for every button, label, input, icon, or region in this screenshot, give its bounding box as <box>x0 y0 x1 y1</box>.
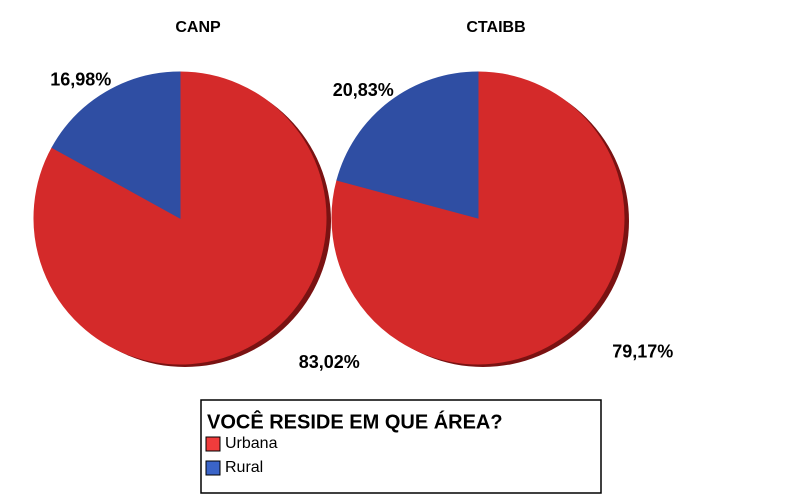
pie-slice <box>51 71 181 219</box>
legend-swatch <box>205 460 221 476</box>
value-label: 83,02% <box>299 352 360 372</box>
value-label: 79,17% <box>612 342 673 362</box>
value-label: 20,83% <box>333 80 394 100</box>
legend-swatch <box>205 436 221 452</box>
chart-title: CTAIBB <box>466 19 525 36</box>
pie-slice <box>336 71 479 219</box>
legend-title: VOCÊ RESIDE EM QUE ÁREA? <box>207 409 503 433</box>
legend-entry: Urbana <box>225 435 278 452</box>
value-label: 16,98% <box>50 69 111 89</box>
legend-box <box>200 399 602 494</box>
legend-entry: Rural <box>225 459 263 476</box>
chart-title: CANP <box>175 19 221 36</box>
